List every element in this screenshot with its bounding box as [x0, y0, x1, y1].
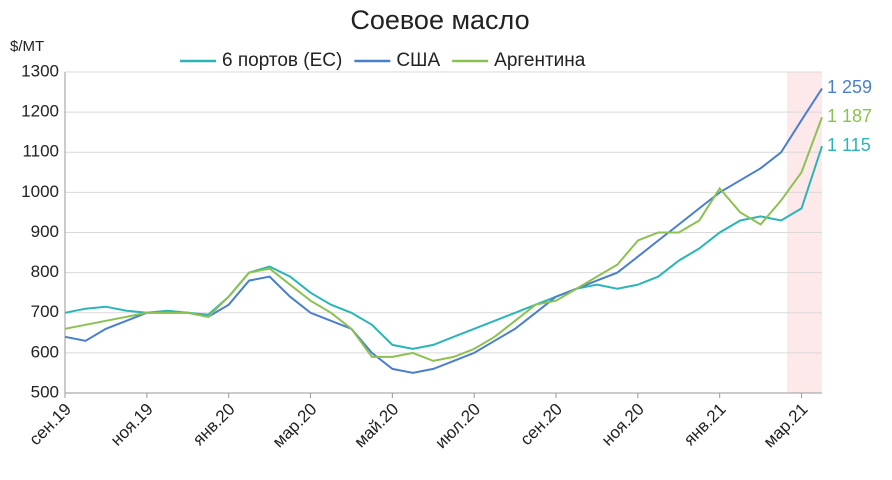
y-tick-label: 1100	[22, 142, 59, 161]
value-label: 1 187	[827, 106, 872, 126]
x-tick-label: июл.20	[432, 400, 485, 453]
x-tick-label: ноя.19	[107, 400, 157, 450]
y-tick-label: 1300	[21, 61, 59, 80]
value-label: 1 115	[827, 135, 871, 155]
y-tick-label: 800	[31, 262, 59, 281]
x-tick-label: мар.20	[269, 400, 321, 452]
y-tick-label: 600	[31, 342, 59, 361]
series-line	[64, 116, 823, 362]
series-line	[64, 87, 823, 374]
y-tick-label: 1000	[21, 182, 59, 201]
y-axis-label: $/MT	[10, 38, 44, 55]
x-tick-label: янв.20	[189, 400, 239, 450]
x-tick-label: ноя.20	[598, 400, 648, 450]
y-tick-label: 700	[31, 302, 59, 321]
y-tick-label: 900	[31, 222, 59, 241]
x-tick-label: сен.20	[517, 400, 566, 449]
legend: 6 портов (ЕС) США Аргентина	[180, 50, 586, 71]
y-tick-label: 500	[31, 382, 59, 401]
legend-label: 6 портов (ЕС)	[222, 50, 342, 71]
x-tick-label: май.20	[351, 400, 403, 452]
legend-label: США	[396, 50, 440, 71]
value-label: 1 259	[827, 77, 872, 97]
x-tick-label: янв.21	[680, 400, 730, 450]
chart-title: Соевое масло	[350, 5, 529, 35]
series-line	[64, 145, 823, 350]
y-tick-label: 1200	[21, 102, 59, 121]
x-tick-label: сен.19	[26, 400, 75, 449]
x-tick-label: мар.21	[760, 400, 812, 452]
legend-label: Аргентина	[494, 50, 586, 71]
